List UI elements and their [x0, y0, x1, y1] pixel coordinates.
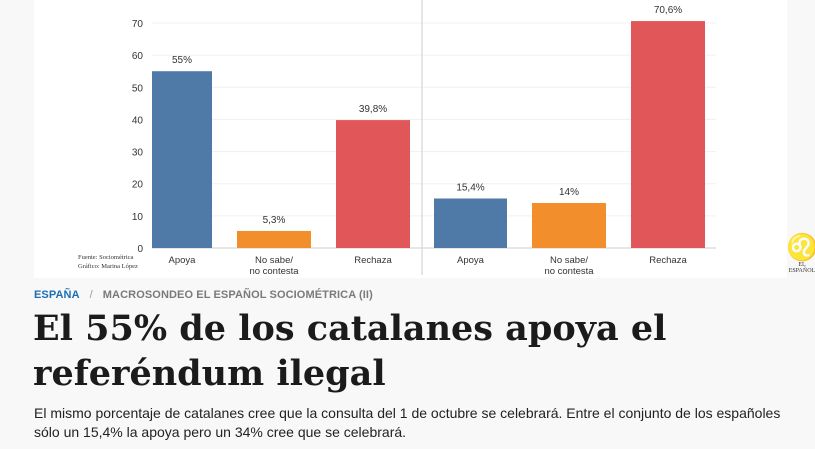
- y-tick-label: 70: [132, 19, 144, 30]
- data-label: 39,8%: [359, 104, 387, 115]
- data-label: 55%: [172, 55, 192, 66]
- headline: El 55% de los catalanes apoya el referén…: [33, 308, 667, 394]
- breadcrumb-section-link[interactable]: ESPAÑA: [34, 289, 80, 301]
- x-tick-label: no contesta: [249, 266, 299, 277]
- data-label: 5,3%: [263, 215, 286, 226]
- lion-icon: ♌: [786, 232, 815, 262]
- y-tick-label: 60: [132, 51, 144, 62]
- chart-author: Gráfico: Marina López: [78, 263, 138, 270]
- breadcrumb-subsection-link[interactable]: MACROSONDEO EL ESPAÑOL SOCIOMÉTRICA (II): [102, 289, 373, 301]
- y-tick-label: 10: [132, 212, 144, 223]
- x-tick-label: Rechaza: [354, 255, 392, 266]
- y-tick-label: 30: [132, 148, 144, 159]
- y-tick-label: 40: [132, 115, 144, 126]
- bar: [631, 21, 705, 249]
- chart-source: Fuente: Sociométrica: [78, 254, 134, 261]
- data-label: 14%: [559, 187, 579, 198]
- bar: [237, 230, 311, 248]
- y-tick-label: 20: [132, 180, 144, 191]
- breadcrumb: ESPAÑA / MACROSONDEO EL ESPAÑOL SOCIOMÉTRI…: [34, 289, 373, 301]
- y-tick-label: 0: [137, 244, 143, 255]
- bar: [336, 120, 410, 248]
- y-tick-label: 50: [132, 83, 144, 94]
- article-summary: El mismo porcentaje de catalanes cree qu…: [34, 405, 781, 440]
- bar: [532, 203, 606, 248]
- x-tick-label: Apoya: [169, 255, 197, 266]
- bar: [434, 198, 507, 248]
- x-tick-label: No sabe/: [550, 255, 588, 266]
- x-tick-label: no contesta: [544, 266, 594, 277]
- bar: [152, 71, 212, 248]
- chart-image: 0 10 20 30 40 50 60 70 55% Apoya 5,3% No sabe/no co…: [34, 0, 815, 278]
- x-tick-label: Apoya: [457, 255, 485, 266]
- data-label: 15,4%: [456, 183, 484, 194]
- bar-chart: 0 10 20 30 40 50 60 70 55% Apoya 5,3% No sabe/no co…: [132, 0, 716, 277]
- data-label: 70,6%: [654, 5, 682, 16]
- x-tick-label: Rechaza: [649, 255, 687, 266]
- x-tick-label: No sabe/: [255, 255, 293, 266]
- el-espanol-logo: ♌ EL ESPAÑOL: [786, 232, 815, 276]
